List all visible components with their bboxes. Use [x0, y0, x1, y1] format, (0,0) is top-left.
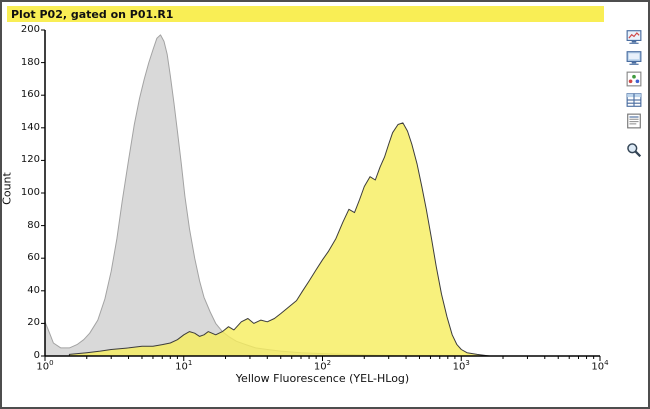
plot-title-bar: Plot P02, gated on P01.R1 — [7, 6, 604, 22]
x-axis-title: Yellow Fluorescence (YEL-HLog) — [235, 372, 410, 385]
y-axis-title: Count — [0, 172, 14, 205]
x-tick-label: 104 — [591, 359, 609, 373]
zoom-icon[interactable] — [625, 141, 643, 159]
x-tick-label: 101 — [175, 359, 193, 373]
y-tick-label: 140 — [20, 121, 40, 133]
x-tick-label: 103 — [452, 359, 470, 373]
monitor-icon[interactable] — [625, 49, 643, 67]
y-tick-label: 0 — [33, 350, 40, 361]
y-tick-label: 180 — [20, 56, 40, 68]
histogram-plot — [41, 29, 601, 361]
y-tick-label: 100 — [20, 187, 40, 198]
y-tick-label: 160 — [20, 89, 40, 101]
y-tick-label: 120 — [20, 154, 40, 166]
monitor-chart-icon[interactable] — [625, 28, 643, 46]
y-tick-label: 60 — [27, 252, 40, 264]
sample-yellow-histogram — [68, 122, 491, 357]
x-tick-label: 102 — [313, 359, 332, 373]
y-tick-label: 80 — [27, 219, 40, 231]
y-tick-label: 200 — [20, 24, 40, 35]
plot-title: Plot P02, gated on P01.R1 — [11, 7, 174, 21]
stats-table-icon[interactable] — [625, 91, 643, 109]
scatter-plot-icon[interactable] — [625, 70, 643, 88]
data-table-icon[interactable] — [625, 112, 643, 130]
y-tick-label: 40 — [27, 284, 40, 296]
x-tick-label: 100 — [36, 359, 54, 373]
y-tick-label: 20 — [27, 317, 40, 329]
plot-toolbar — [625, 28, 643, 159]
